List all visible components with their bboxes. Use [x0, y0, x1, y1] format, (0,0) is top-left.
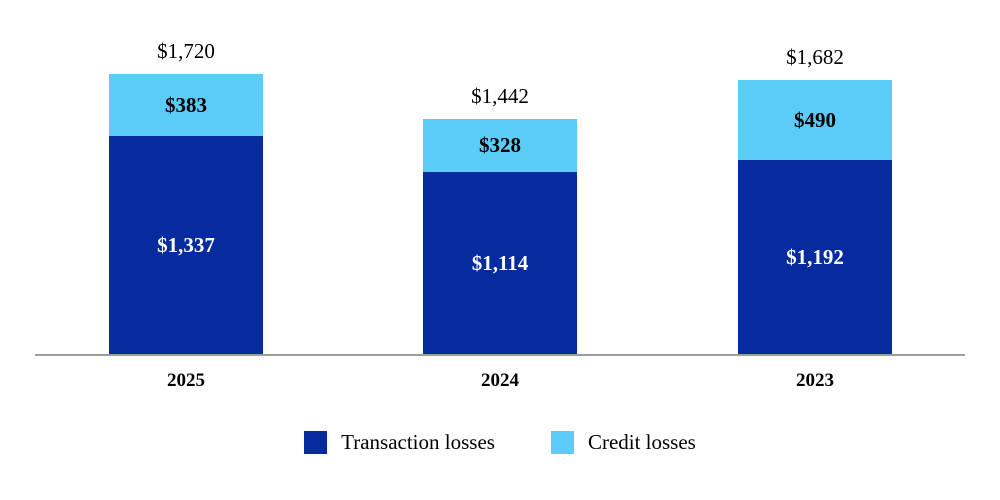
- legend-item-transaction-losses: Transaction losses: [304, 430, 495, 455]
- x-axis-label-2023: 2023: [796, 370, 834, 391]
- bar-2023: $1,682 $490 $1,192: [738, 45, 892, 354]
- segment-value-label: $490: [794, 107, 836, 132]
- legend: Transaction losses Credit losses: [0, 430, 1000, 455]
- x-axis-label-2024: 2024: [481, 370, 519, 391]
- x-axis-label-2025: 2025: [167, 370, 205, 391]
- transaction-losses-segment: $1,114: [423, 172, 577, 354]
- transaction-losses-segment: $1,337: [109, 136, 263, 354]
- credit-losses-segment: $328: [423, 119, 577, 172]
- bar-total-label: $1,720: [157, 39, 215, 63]
- bar-total-label: $1,442: [471, 84, 529, 108]
- bar-total-label: $1,682: [786, 45, 844, 69]
- credit-losses-swatch: [550, 431, 574, 454]
- segment-value-label: $328: [479, 133, 521, 157]
- bar-2025: $1,720 $383 $1,337: [109, 39, 263, 354]
- credit-losses-segment: $383: [109, 74, 263, 136]
- segment-value-label: $383: [165, 92, 207, 117]
- transaction-losses-swatch: [304, 431, 328, 454]
- transaction-losses-segment: $1,192: [738, 160, 892, 354]
- bar-2024: $1,442 $328 $1,114: [423, 84, 577, 354]
- plot-area: $1,720 $383 $1,337 $1,442 $328 $1,114 $1…: [35, 0, 965, 356]
- legend-label: Transaction losses: [341, 430, 495, 454]
- segment-value-label: $1,337: [157, 232, 215, 257]
- legend-item-credit-losses: Credit losses: [550, 430, 696, 455]
- segment-value-label: $1,114: [471, 250, 529, 275]
- segment-value-label: $1,192: [786, 244, 844, 269]
- credit-losses-segment: $490: [738, 80, 892, 160]
- legend-label: Credit losses: [587, 430, 696, 454]
